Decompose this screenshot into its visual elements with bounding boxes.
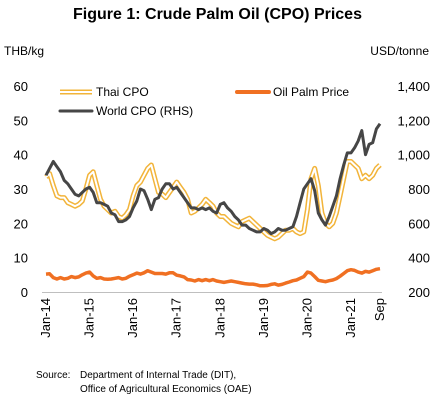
- x-tick-label: Jan-16: [125, 298, 140, 338]
- series-thai-cpo: [44, 159, 382, 242]
- right-tick-label: 1,200: [397, 113, 430, 128]
- right-tick-label: 600: [408, 216, 430, 231]
- left-axis-ticks: 0 10 20 30 40 50 60: [14, 79, 28, 300]
- legend-label: Thai CPO: [96, 85, 149, 99]
- series-line: [45, 266, 381, 288]
- left-tick-label: 10: [14, 251, 28, 266]
- series-line-inner: [45, 160, 381, 240]
- series-oil-palm-price: [45, 266, 381, 288]
- x-tick-label: Jan-21: [343, 298, 358, 338]
- series-line: [44, 122, 382, 236]
- x-tick-label: Jan-15: [82, 298, 97, 338]
- legend-item: Oil Palm Price: [235, 85, 349, 99]
- x-tick-label: Jan-18: [212, 298, 227, 338]
- left-tick-label: 20: [14, 216, 28, 231]
- left-tick-label: 0: [21, 285, 28, 300]
- left-tick-label: 60: [14, 79, 28, 94]
- series-layer: [44, 122, 382, 288]
- series-world-cpo-rhs: [44, 122, 382, 236]
- source-line-1: Department of Internal Trade (DIT),: [80, 370, 237, 381]
- x-tick-label: Jan-20: [299, 298, 314, 338]
- x-tick-label: Jan-14: [38, 298, 53, 338]
- legend-item: Thai CPO: [60, 85, 149, 99]
- right-tick-label: 1,000: [397, 148, 430, 163]
- right-tick-label: 1,400: [397, 79, 430, 94]
- left-tick-label: 40: [14, 148, 28, 163]
- right-axis-unit: USD/tonne: [370, 44, 429, 58]
- legend: Thai CPO Oil Palm Price World CPO (RHS): [58, 85, 349, 118]
- left-tick-label: 30: [14, 182, 28, 197]
- x-tick-label: Jan-19: [256, 298, 271, 338]
- right-tick-label: 200: [408, 285, 430, 300]
- source-label: Source:: [36, 370, 71, 381]
- legend-label: World CPO (RHS): [96, 104, 193, 118]
- source-line-2: Office of Agricultural Economics (OAE): [80, 384, 252, 395]
- chart-title: Figure 1: Crude Palm Oil (CPO) Prices: [73, 6, 362, 23]
- source-note: Source: Department of Internal Trade (DI…: [36, 369, 252, 397]
- x-tick-label: Sep: [372, 298, 387, 321]
- x-axis-ticks: Jan-14 Jan-15 Jan-16 Jan-17 Jan-18 Jan-19 Jan-…: [38, 298, 387, 338]
- left-axis-unit: THB/kg: [4, 44, 45, 58]
- legend-item: World CPO (RHS): [58, 104, 193, 118]
- x-tick-label: Jan-17: [169, 298, 184, 338]
- left-tick-label: 50: [14, 113, 28, 128]
- legend-label: Oil Palm Price: [273, 85, 349, 99]
- right-axis-ticks: 200 400 600 800 1,000 1,200 1,400: [397, 79, 430, 300]
- right-tick-label: 800: [408, 182, 430, 197]
- right-tick-label: 400: [408, 251, 430, 266]
